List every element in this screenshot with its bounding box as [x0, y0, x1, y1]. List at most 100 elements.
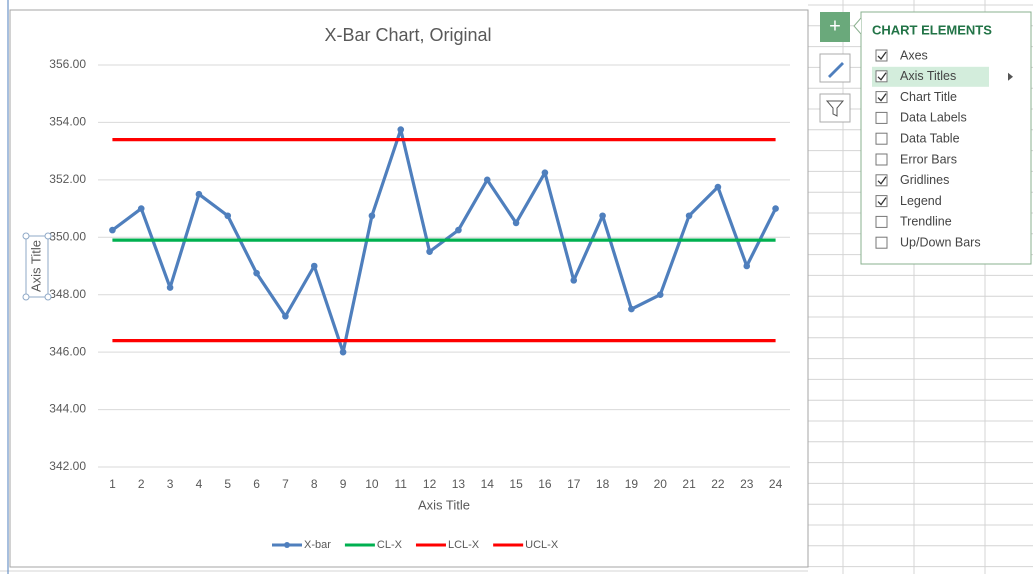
- x-tick-label: 21: [682, 477, 696, 491]
- point: [166, 284, 174, 291]
- point: [743, 262, 751, 270]
- point: [772, 205, 779, 212]
- point: [282, 312, 289, 320]
- x-tick-label: 10: [365, 477, 379, 491]
- item-label: Chart Title: [900, 90, 957, 104]
- legend-label: UCL-X: [525, 539, 559, 551]
- check-mark: [877, 51, 887, 61]
- point: [368, 212, 376, 220]
- checkbox-item[interactable]: Data Labels: [875, 111, 967, 125]
- brush-icon: [828, 62, 844, 78]
- x-tick-label: 24: [769, 477, 783, 491]
- checkbox: [875, 132, 888, 145]
- x-tick-label: 5: [224, 477, 231, 491]
- checkbox: [875, 195, 888, 208]
- check-mark: [877, 72, 887, 81]
- item-label: Error Bars: [900, 152, 957, 166]
- x-tick-label: 2: [138, 477, 145, 491]
- x-tick-label: 6: [253, 477, 260, 491]
- x-axis-title[interactable]: Axis Title: [418, 497, 470, 512]
- checkbox: [875, 49, 888, 62]
- y-tick-label: 356.00: [49, 57, 86, 71]
- item-label: Gridlines: [900, 173, 949, 187]
- styles-button[interactable]: [819, 53, 851, 83]
- point: [426, 248, 433, 255]
- point: [109, 226, 116, 234]
- checkbox-item[interactable]: Gridlines: [875, 173, 949, 187]
- y-axis-title[interactable]: Axis Title: [28, 240, 43, 292]
- checkbox: [875, 174, 888, 187]
- panel-box: [860, 11, 1032, 265]
- selection-box: [25, 235, 49, 298]
- x-tick-label: 7: [282, 477, 289, 491]
- checkbox: [875, 70, 888, 83]
- panel-pointer: [853, 17, 862, 35]
- x-tick-label: 12: [423, 477, 437, 491]
- checkbox-item[interactable]: Error Bars: [875, 152, 957, 166]
- checkbox: [875, 111, 888, 124]
- item-label: Trendline: [900, 215, 952, 229]
- point: [310, 262, 318, 270]
- x-tick-label: 22: [711, 477, 725, 491]
- item-label: Up/Down Bars: [900, 235, 981, 249]
- point: [512, 219, 520, 227]
- filter-icon: [825, 100, 845, 117]
- x-tick-label: 14: [481, 477, 495, 491]
- legend-label: CL-X: [377, 539, 403, 551]
- x-tick-label: 19: [625, 477, 639, 491]
- item-label: Data Labels: [900, 111, 967, 125]
- point: [656, 291, 664, 299]
- selection-handle: [22, 232, 30, 240]
- selection-handle: [22, 293, 30, 301]
- checkbox-item[interactable]: Up/Down Bars: [875, 235, 981, 249]
- y-tick-label: 350.00: [49, 229, 86, 243]
- checkbox-item[interactable]: Trendline: [875, 215, 952, 229]
- point: [628, 305, 635, 313]
- submenu-arrow: [1008, 72, 1013, 81]
- checkbox-item[interactable]: Chart Title: [875, 90, 957, 104]
- x-tick-label: 20: [654, 477, 668, 491]
- point: [714, 183, 722, 191]
- y-tick-label: 344.00: [49, 402, 86, 416]
- x-tick-label: 9: [340, 477, 347, 491]
- x-tick-label: 16: [538, 477, 552, 491]
- y-tick-label: 354.00: [49, 115, 86, 129]
- point: [397, 126, 405, 133]
- add-elements-button[interactable]: [820, 12, 850, 42]
- filter-button[interactable]: [819, 93, 851, 123]
- x-tick-label: 13: [452, 477, 466, 491]
- checkbox: [875, 236, 888, 249]
- checkbox: [875, 153, 888, 166]
- x-tick-label: 3: [167, 477, 174, 491]
- point: [339, 348, 347, 356]
- x-tick-label: 18: [596, 477, 610, 491]
- y-tick-label: 342.00: [49, 459, 86, 473]
- item-label: Data Table: [900, 131, 960, 145]
- checkbox-item[interactable]: Data Table: [875, 131, 960, 145]
- legend-marker: [284, 542, 290, 548]
- point: [483, 176, 491, 184]
- plus-icon: +: [829, 15, 841, 37]
- point: [570, 277, 578, 284]
- checkbox-item[interactable]: Axes: [875, 48, 928, 62]
- chart-elements-panel: CHART ELEMENTS Axes Axis Titles Chart Titl…: [853, 11, 1032, 265]
- check-mark: [877, 197, 887, 206]
- point: [599, 212, 606, 220]
- check-mark: [877, 176, 887, 185]
- item-label: Legend: [900, 194, 942, 208]
- chart-title[interactable]: X-Bar Chart, Original: [324, 25, 491, 45]
- point: [224, 212, 232, 220]
- x-tick-label: 23: [740, 477, 754, 491]
- point: [195, 190, 203, 198]
- checkbox-item[interactable]: Legend: [875, 194, 942, 208]
- y-tick-label: 352.00: [49, 172, 86, 186]
- point: [685, 212, 693, 220]
- legend-label: LCL-X: [448, 539, 480, 551]
- chart-area[interactable]: [9, 9, 809, 568]
- point: [137, 205, 145, 212]
- legend-label: X-bar: [304, 539, 331, 551]
- checkbox: [875, 215, 888, 228]
- check-mark: [877, 93, 887, 102]
- checkbox-item[interactable]: Axis Titles: [875, 69, 956, 83]
